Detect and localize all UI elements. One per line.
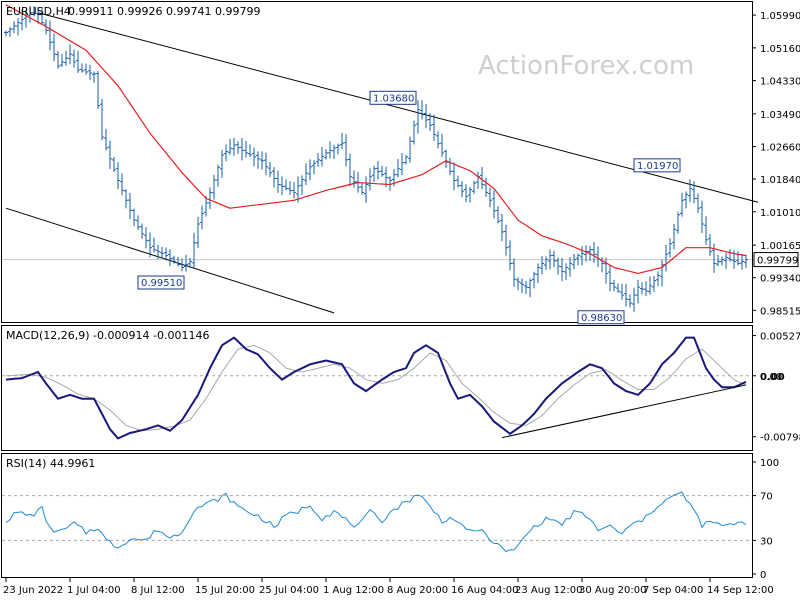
x-tick-label: 16 Aug 04:00: [451, 585, 518, 596]
x-tick-label: 8 Jul 12:00: [131, 585, 185, 596]
rsi-y-tick-label: 0: [760, 570, 766, 581]
price-y-tick-label: 1.05990: [760, 11, 800, 22]
macd-main-line: [5, 336, 747, 440]
price-y-tick-label: 0.98515: [760, 306, 800, 317]
symbol-label: EURUSD,H4: [6, 5, 71, 18]
x-tick-label: 1 Jul 04:00: [67, 585, 121, 596]
x-tick-label: 7 Sep 04:00: [643, 585, 703, 596]
x-tick-label: 30 Aug 20:00: [579, 585, 646, 596]
macd-trendline: [501, 384, 747, 439]
watermark: ActionForex.com: [478, 51, 694, 81]
macd-current-label: 0.00: [760, 372, 785, 383]
x-tick-label: 23 Jun 2022: [3, 585, 63, 596]
current-price-box: [753, 252, 799, 268]
x-tick-label: 25 Jul 04:00: [259, 585, 319, 596]
macd-signal-line: [5, 344, 747, 432]
price-annotation-box: [633, 158, 681, 173]
price-y-tick-label: 1.02660: [760, 143, 800, 154]
ohlc-label: 0.99911 0.99926 0.99741 0.99799: [68, 5, 260, 18]
price-y-tick-label: 1.04330: [760, 77, 800, 88]
price-annotation-box: [369, 90, 417, 105]
price-annotation-label: 1.03680: [373, 93, 414, 104]
macd-y-tick-label: 0.00527: [760, 332, 800, 343]
price-panel-frame: [1, 1, 753, 323]
price-annotation-box: [137, 275, 185, 290]
rsi-panel: 100 70 30 0: [2, 458, 779, 581]
time-axis: 23 Jun 2022 1 Jul 04:00 8 Jul 12:00 15 Jul …: [3, 578, 774, 596]
rsi-line: [5, 491, 747, 553]
x-tick-label: 1 Aug 12:00: [323, 585, 384, 596]
price-y-tick-label: 1.01010: [760, 208, 800, 219]
macd-label: MACD(12,26,9) -0.000914 -0.001146: [6, 329, 209, 342]
current-price-label: 0.99799: [757, 256, 798, 267]
rsi-label: RSI(14) 44.9961: [6, 457, 95, 470]
macd-panel-frame: [1, 325, 753, 451]
rsi-y-tick-label: 100: [760, 458, 779, 469]
price-y-tick-label: 1.00165: [760, 241, 800, 252]
x-tick-label: 14 Sep 12:00: [707, 585, 774, 596]
rsi-y-tick-label: 30: [760, 536, 773, 547]
x-tick-label: 23 Aug 12:00: [515, 585, 582, 596]
rsi-y-tick-label: 70: [760, 492, 773, 503]
price-annotation-label: 1.01970: [637, 161, 678, 172]
x-tick-label: 15 Jul 20:00: [195, 585, 255, 596]
macd-y-tick-label: 0.00: [760, 372, 782, 383]
price-annotation-label: 0.98630: [581, 313, 622, 324]
price-annotation-label: 0.99510: [141, 278, 182, 289]
price-annotation-box: [577, 310, 625, 325]
price-y-tick-label: 1.01840: [760, 175, 800, 186]
price-y-tick-label: 0.99340: [760, 274, 800, 285]
moving-average-line: [5, 4, 747, 275]
price-y-tick-label: 1.05160: [760, 44, 800, 55]
macd-y-tick-label: -0.007984: [760, 433, 800, 444]
price-panel: 1.05990 1.05160 1.04330 1.03490 1.02660 1.018…: [2, 4, 800, 325]
rsi-panel-frame: [1, 453, 753, 578]
x-tick-label: 8 Aug 20:00: [387, 585, 448, 596]
price-y-tick-label: 1.03490: [760, 110, 800, 121]
